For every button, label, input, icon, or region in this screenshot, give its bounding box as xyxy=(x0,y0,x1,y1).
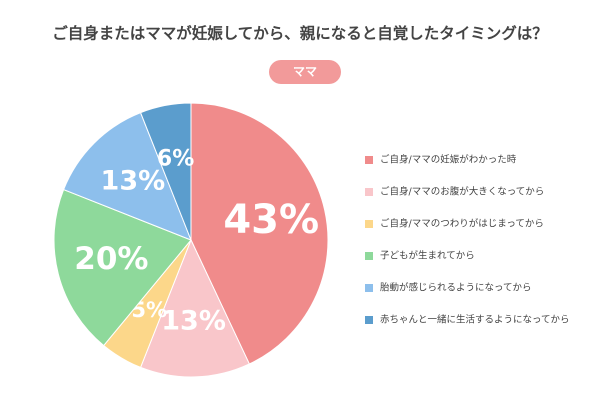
pie-slice xyxy=(62,111,192,241)
legend-label: 子どもが生まれてから xyxy=(380,250,475,262)
legend-swatch xyxy=(365,316,373,324)
pie-slice xyxy=(139,102,192,241)
legend-label: 赤ちゃんと一緒に生活するようになってから xyxy=(380,314,570,326)
value-label: 13% xyxy=(101,165,166,196)
subtitle-badge xyxy=(269,60,341,84)
subtitle: ママ xyxy=(293,65,317,79)
value-label: 20% xyxy=(74,241,148,277)
legend-swatch xyxy=(365,188,373,196)
legend-label: ご自身/ママのつわりがはじまってから xyxy=(380,218,544,230)
value-label: 6% xyxy=(157,146,194,171)
legend-swatch xyxy=(365,156,373,164)
chart-title: ご自身またはママが妊娠してから、親になると自覚したタイミングは？ xyxy=(52,24,548,43)
pie-slice xyxy=(53,188,192,347)
legend-label: ご自身/ママの妊娠がわかった時 xyxy=(380,154,517,166)
pie: 43%13%5%20%13%6% xyxy=(53,102,329,378)
pie-slice xyxy=(190,102,329,365)
legend-label: ご自身/ママのお腹が大きくなってから xyxy=(380,186,544,198)
legend-swatch xyxy=(365,252,373,260)
value-label: 43% xyxy=(223,197,319,243)
value-label: 13% xyxy=(161,306,226,337)
legend-swatch xyxy=(365,220,373,228)
legend: ご自身/ママの妊娠がわかった時ご自身/ママのお腹が大きくなってからご自身/ママの… xyxy=(365,154,570,326)
legend-swatch xyxy=(365,284,373,292)
legend-label: 胎動が感じられるようになってから xyxy=(380,282,532,294)
pie-slice xyxy=(139,238,250,378)
